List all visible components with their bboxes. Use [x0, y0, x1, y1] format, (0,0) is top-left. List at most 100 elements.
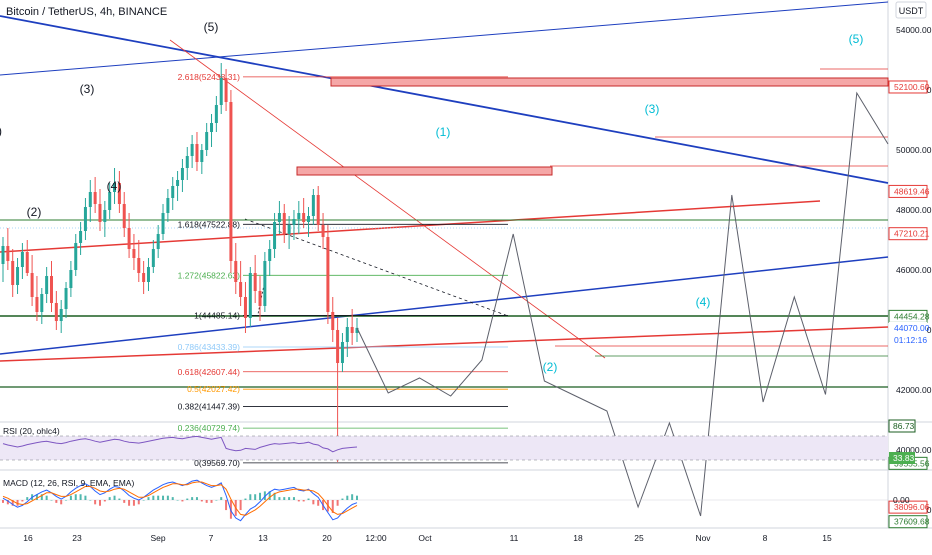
candle-body	[142, 273, 146, 282]
macd-histogram-bar	[268, 491, 271, 500]
candle-body	[355, 327, 359, 333]
time-tick-label: 25	[634, 533, 644, 543]
macd-histogram-bar	[346, 495, 349, 500]
macd-histogram-bar	[152, 495, 155, 500]
red-trendline-upper	[0, 200, 821, 253]
fib-level-label-4: 0.786(43433.39)	[178, 342, 241, 352]
macd-histogram-bar	[157, 495, 160, 500]
price-tag: 48619.46	[894, 186, 930, 196]
resistance-zone-lower	[296, 166, 553, 176]
ascending-support-line	[0, 256, 889, 355]
price-tag-bg	[888, 515, 928, 529]
candle-body	[132, 249, 136, 258]
fib-level-label-0: 2.618(52438.31)	[178, 72, 241, 82]
time-tick-label: 13	[258, 533, 268, 543]
time-tick-label: 8	[763, 533, 768, 543]
candle-body	[103, 210, 107, 222]
projection-wave-label-5: (5)	[849, 32, 864, 46]
macd-histogram-bar	[103, 500, 106, 502]
macd-histogram-bar	[307, 498, 310, 500]
fib-level-label-2: 1.272(45822.63)	[178, 270, 241, 280]
price-tick-label: 48000.00	[896, 205, 932, 215]
macd-histogram-bar	[2, 500, 4, 503]
macd-histogram-bar	[35, 494, 38, 500]
time-tick-label: 7	[209, 533, 214, 543]
candle-body	[35, 297, 39, 312]
descending-trendline	[0, 15, 889, 184]
candle-body	[292, 219, 296, 225]
candle-body	[229, 102, 233, 261]
candle-body	[122, 204, 126, 228]
wave-label-5: (5)	[204, 20, 219, 34]
macd-histogram-bar	[205, 500, 208, 503]
macd-histogram-bar	[259, 492, 262, 500]
macd-histogram-bar	[171, 497, 174, 500]
candle-body	[326, 237, 330, 312]
candle-body	[234, 261, 238, 282]
candle-body	[224, 78, 228, 102]
fib-level-label-9: 0(39569.70)	[194, 458, 240, 468]
price-axis[interactable]: 54000.0052000.0050000.0048000.0046000.00…	[888, 25, 932, 550]
candle-body	[137, 258, 141, 273]
candle-body	[54, 303, 58, 321]
price-tag: 01:12:16	[894, 335, 927, 345]
macd-histogram-bar	[244, 498, 247, 500]
price-tick-label: 46000.00	[896, 265, 932, 275]
currency-label: USDT	[899, 6, 924, 16]
candle-body	[166, 198, 170, 213]
candle-body	[258, 291, 262, 306]
macd-label: MACD (12, 26, RSI, 9, EMA, EMA)	[3, 478, 134, 488]
macd-histogram-bar	[128, 500, 131, 506]
price-tick-label: 50000.00	[896, 145, 932, 155]
resistance-zones-layer	[296, 77, 889, 176]
currency-badge[interactable]	[895, 1, 927, 19]
candle-body	[287, 225, 291, 234]
macd-histogram-bar	[166, 495, 169, 500]
upper-channel-line	[0, 1, 889, 76]
macd-histogram-bar	[249, 494, 252, 500]
time-tick-label: Nov	[695, 533, 711, 543]
candle-body	[83, 207, 87, 231]
macd-histogram-bar	[312, 500, 315, 505]
macd-histogram-bar	[317, 500, 320, 506]
macd-histogram-bar	[283, 497, 286, 500]
macd-histogram-bar	[292, 497, 295, 500]
macd-histogram-bar	[356, 495, 358, 500]
resistance-zone-upper	[330, 77, 889, 87]
price-tag-bg	[888, 227, 928, 241]
macd-histogram-bar	[215, 500, 218, 501]
macd-histogram-bar	[137, 500, 140, 505]
macd-histogram-bar	[341, 498, 344, 500]
fib-level-label-7: 0.382(41447.39)	[178, 402, 241, 412]
candle-body	[25, 252, 29, 273]
candle-body	[98, 204, 102, 222]
candle-body	[11, 261, 15, 285]
candle-body	[302, 213, 306, 222]
candle-body	[239, 282, 243, 297]
macd-histogram-bar	[191, 497, 194, 500]
price-tag-bg	[889, 333, 927, 346]
candle-body	[161, 213, 165, 234]
macd-histogram-bar	[50, 500, 53, 501]
macd-histogram-bar	[79, 494, 82, 500]
candle-body	[146, 267, 150, 282]
macd-histogram-bar	[147, 497, 150, 500]
projection-wave-label-3: (3)	[645, 102, 660, 116]
macd-histogram-bar	[162, 495, 165, 500]
macd-histogram-bar	[288, 497, 291, 500]
time-tick-label: Oct	[418, 533, 432, 543]
candle-body	[205, 132, 209, 150]
price-tag: 37609.68	[894, 517, 930, 527]
candle-body	[253, 273, 257, 291]
macd-histogram-bar	[11, 500, 14, 506]
macd-histogram-bar	[108, 497, 111, 500]
candle-body	[20, 252, 24, 267]
time-axis[interactable]: 16 23 Sep 7 13 20 12:00 Oct 11 18 25 Nov 8 15	[23, 533, 832, 543]
chart-title: Bitcoin / TetherUS, 4h, BINANCE	[6, 6, 167, 18]
candle-body	[6, 246, 10, 261]
macd-histogram-bar	[84, 495, 87, 500]
thin-red-diagonal	[169, 39, 606, 359]
candle-body	[16, 267, 20, 285]
